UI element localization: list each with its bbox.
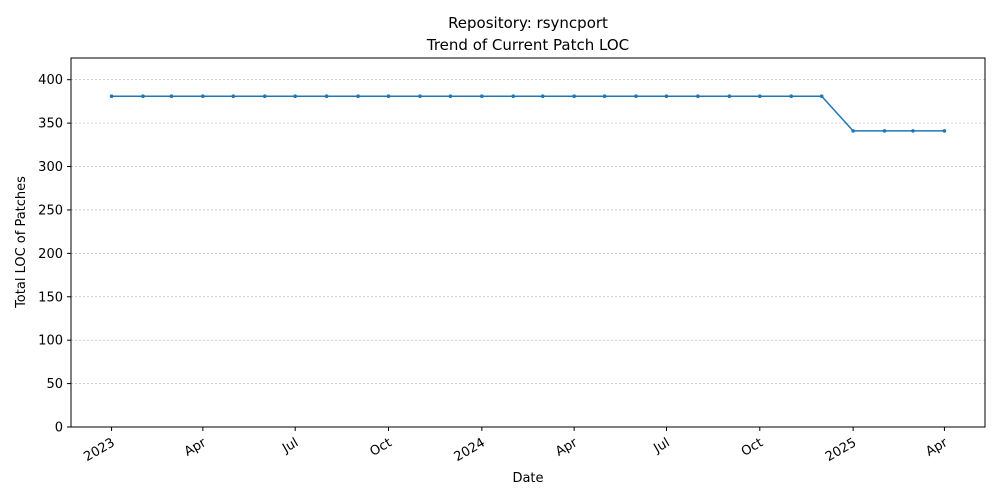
x-tick-label: Jul	[651, 435, 673, 456]
data-point	[757, 94, 762, 99]
y-axis-label: Total LOC of Patches	[14, 176, 29, 309]
data-point	[540, 94, 545, 99]
y-tick-label: 200	[38, 247, 63, 262]
data-point	[634, 94, 638, 99]
data-point	[324, 94, 329, 99]
x-axis-label: Date	[512, 471, 543, 486]
data-point	[664, 94, 669, 99]
chart-subtitle: Trend of Current Patch LOC	[426, 36, 629, 54]
y-tick-label: 250	[38, 203, 63, 218]
data-point	[293, 94, 297, 99]
chart-title: Repository: rsyncport	[448, 14, 608, 32]
data-point	[572, 94, 576, 99]
data-point	[356, 94, 360, 99]
data-point	[109, 94, 114, 99]
x-tick-label: Apr	[553, 435, 581, 460]
data-point	[231, 94, 236, 99]
data-point	[789, 94, 794, 99]
data-point	[727, 94, 732, 99]
y-tick-label: 0	[55, 421, 63, 436]
data-point	[602, 94, 607, 99]
y-tick-label: 100	[38, 334, 63, 349]
data-point	[141, 94, 145, 99]
data-point	[819, 94, 824, 99]
x-tick-label: Oct	[368, 435, 395, 459]
plot-frame	[70, 57, 986, 428]
data-point	[262, 94, 267, 99]
x-axis: 2023 Apr Jul Oct 2024 Apr Jul Oct 2025 Apr	[81, 427, 951, 465]
data-point	[448, 94, 453, 99]
grid-lines	[71, 79, 985, 428]
x-tick-label: Apr	[923, 435, 951, 460]
x-tick-label: 2023	[81, 435, 117, 465]
data-point	[882, 129, 887, 133]
data-point	[911, 129, 915, 133]
y-tick-label: 50	[46, 377, 63, 392]
data-point	[696, 94, 700, 99]
data-point	[942, 129, 947, 133]
data-point	[511, 94, 516, 99]
data-point	[201, 94, 205, 99]
data-point	[169, 94, 174, 99]
y-tick-label: 150	[38, 290, 63, 305]
data-point	[851, 129, 855, 133]
x-tick-label: Apr	[182, 435, 210, 460]
y-axis: 0 50 100 150 200 250 300 350 400	[38, 73, 71, 436]
series-line	[111, 95, 945, 132]
x-tick-label: 2025	[823, 435, 859, 465]
y-tick-label: 400	[38, 73, 63, 88]
data-point	[418, 94, 422, 99]
x-tick-label: 2024	[452, 435, 488, 465]
data-point	[386, 94, 391, 99]
x-tick-label: Jul	[279, 435, 301, 456]
y-tick-label: 350	[38, 117, 63, 132]
x-tick-label: Oct	[739, 435, 766, 459]
data-series	[109, 94, 947, 133]
data-point	[480, 94, 484, 99]
y-tick-label: 300	[38, 160, 63, 175]
